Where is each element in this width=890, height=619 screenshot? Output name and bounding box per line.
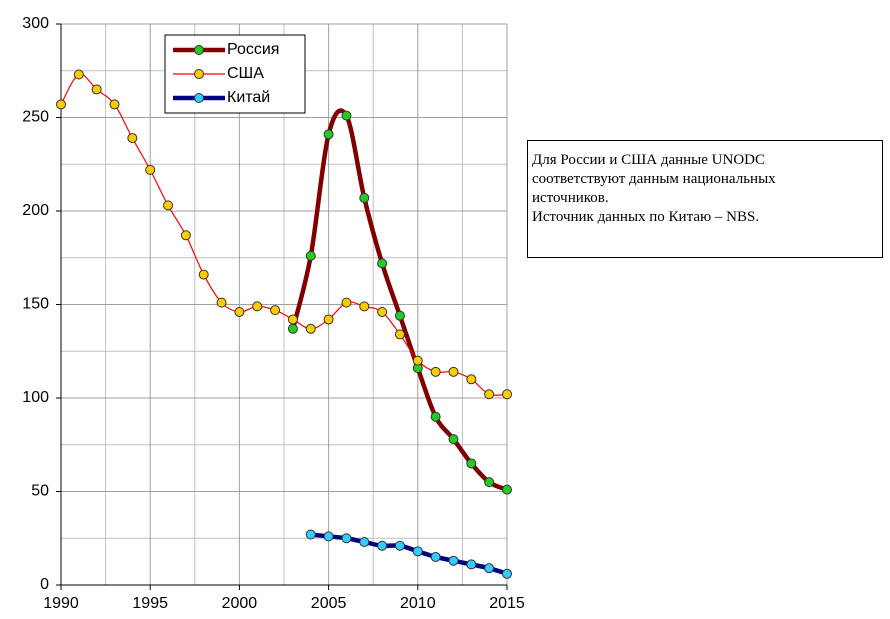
series-line (290, 108, 508, 492)
data-point (91, 84, 102, 95)
x-tick-label: 1990 (43, 595, 79, 612)
data-point (359, 192, 370, 203)
data-point (484, 389, 495, 400)
note-line: Источник данных по Китаю – NBS. (532, 209, 760, 225)
y-tick-label: 300 (22, 15, 49, 32)
x-tick-label: 2010 (400, 595, 436, 612)
data-point (394, 329, 405, 340)
data-point (234, 306, 245, 317)
data-point (323, 129, 334, 140)
data-point (430, 551, 441, 562)
data-point (377, 258, 388, 269)
data-point (287, 314, 298, 325)
data-point (502, 568, 512, 579)
data-point (484, 477, 495, 488)
series-line (310, 532, 508, 576)
legend-label: Китай (227, 89, 270, 106)
x-tick-label: 1995 (132, 595, 168, 612)
data-point (109, 99, 120, 110)
data-point (466, 374, 477, 385)
x-tick-label: 2015 (489, 595, 525, 612)
y-tick-label: 200 (22, 202, 49, 219)
data-point (180, 230, 191, 241)
legend-label: Россия (227, 41, 279, 58)
data-point (323, 314, 334, 325)
data-point (412, 546, 423, 557)
data-point (305, 529, 316, 540)
y-tick-label: 150 (22, 296, 49, 313)
data-point (466, 458, 477, 469)
data-point (73, 69, 84, 80)
note-box: Для России и США данные UNODC соответству… (527, 140, 883, 258)
legend-label: США (227, 65, 264, 82)
data-point (305, 250, 316, 261)
data-point (341, 110, 352, 121)
data-point (305, 323, 316, 334)
legend-marker (194, 93, 204, 103)
data-point (216, 297, 227, 308)
data-point (359, 301, 370, 312)
x-tick-label: 2005 (311, 595, 347, 612)
data-point (394, 540, 405, 551)
data-point (341, 297, 352, 308)
note-line: соответствуют данным национальных (532, 171, 776, 187)
legend-marker (194, 45, 204, 55)
data-point (323, 531, 334, 542)
data-point (466, 559, 477, 570)
note-line: Для России и США данные UNODC (532, 152, 765, 168)
y-tick-label: 250 (22, 109, 49, 126)
data-point (145, 164, 156, 175)
data-point (502, 484, 512, 495)
note-line: источников. (532, 190, 609, 206)
data-point (287, 323, 298, 334)
data-point (163, 200, 174, 211)
data-point (127, 133, 138, 144)
data-point (448, 366, 459, 377)
data-point (377, 540, 388, 551)
legend-marker (194, 69, 204, 79)
data-point (359, 536, 370, 547)
y-tick-label: 0 (40, 576, 49, 593)
x-tick-label: 2000 (222, 595, 258, 612)
data-point (412, 355, 423, 366)
data-point (484, 563, 495, 574)
data-point (430, 411, 441, 422)
y-tick-label: 50 (31, 483, 49, 500)
data-point (430, 366, 441, 377)
data-point (252, 301, 263, 312)
data-point (270, 305, 281, 316)
data-point (502, 389, 512, 400)
data-point (394, 310, 405, 321)
y-tick-label: 100 (22, 389, 49, 406)
data-point (448, 555, 459, 566)
data-point (198, 269, 209, 280)
data-point (448, 434, 459, 445)
data-point (377, 306, 388, 317)
data-point (56, 99, 66, 110)
data-point (341, 533, 352, 544)
